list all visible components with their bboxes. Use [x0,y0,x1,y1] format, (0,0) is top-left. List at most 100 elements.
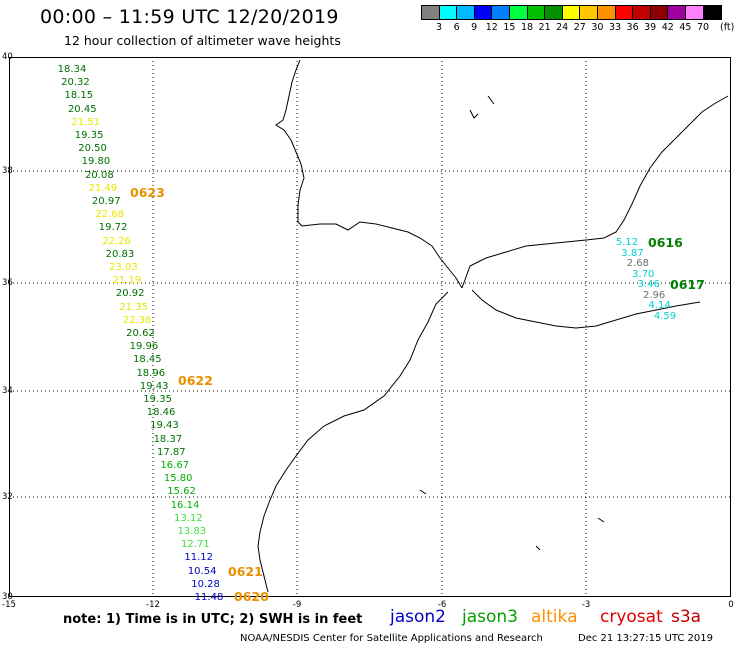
wave-height-label: 4.59 [653,311,677,322]
pass-time-label: 0620 [234,589,269,604]
legend-tick-label: 39 [644,22,657,33]
legend-tick-label: 70 [696,22,710,33]
legend-tick-label: 3 [435,22,443,33]
pass-time-label: 0621 [228,564,263,579]
legend-swatch [457,6,475,19]
wave-height-label: 10.28 [191,578,220,590]
wave-height-label: 15.80 [163,473,193,485]
legend-swatch [597,6,616,19]
lon-tick-label: 0 [728,600,734,610]
wave-height-label: 19.35 [143,394,172,405]
satellite-name: jason3 [462,607,518,627]
legend-swatch [650,6,669,19]
wave-height-label: 19.43 [150,420,179,432]
legend-swatch [615,6,634,19]
wave-height-label: 12.71 [180,539,210,551]
wave-height-label: 19.96 [129,341,159,353]
legend-tick-label: 24 [556,22,569,33]
wave-height-label: 18.45 [133,354,162,366]
coast-portugal [275,59,305,227]
wave-height-label: 11.48 [194,592,224,603]
lat-tick-label: 36 [2,278,13,288]
wave-height-label: 15.62 [167,486,196,498]
wave-height-label: 21.35 [119,301,148,313]
wave-height-label: 20.08 [85,169,114,181]
coastline [257,59,729,593]
island-3 [419,489,427,495]
coast-africa-north [471,289,701,329]
wave-height-label: 20.50 [78,143,107,155]
legend-swatch [580,6,598,19]
wave-height-label: 18.15 [64,90,94,102]
legend-swatch [422,6,440,19]
wave-height-label: 19.72 [98,222,128,234]
wave-height-label: 23.03 [109,262,138,273]
legend-tick-label: 45 [679,22,692,33]
wave-height-label: 16.14 [170,499,200,511]
lon-tick-label: -3 [581,600,591,610]
legend-swatch [545,6,563,19]
coast-iberia-south [301,221,463,289]
legend-swatch [703,6,722,19]
legend-tick-label: 42 [661,22,674,33]
legend-tick-label: 15 [503,22,516,33]
legend-swatch [527,6,546,19]
lon-tick-label: -15 [2,600,16,610]
legend-swatch [562,6,581,19]
legend-tick-label: 33 [608,22,622,33]
wave-height-label: 20.97 [91,196,121,207]
wave-height-label: 13.12 [174,512,203,524]
pass-time-label: 0617 [670,277,705,292]
legend-swatch [474,6,493,19]
wave-height-label: 18.34 [57,64,87,75]
legend-swatch [685,6,704,19]
lat-tick-label: 32 [2,492,13,502]
lat-tick-label: 34 [2,386,13,396]
page-subtitle: 12 hour collection of altimeter wave hei… [64,33,341,48]
lat-tick-label: 30 [2,592,13,602]
wave-height-label: 3.70 [632,268,655,280]
wave-height-label: 19.35 [74,130,104,141]
island-5 [535,545,541,551]
pass-time-label: 0622 [178,373,213,388]
wave-height-label: 20.45 [67,103,97,115]
wave-height-label: 3.46 [637,279,660,291]
coast-africa [257,291,449,593]
wave-height-label: 21.19 [112,275,142,287]
wave-height-label: 10.54 [187,565,217,577]
wave-height-label: 13.83 [177,526,207,537]
island-2 [487,95,495,105]
wave-height-label: 18.96 [136,367,166,379]
wave-height-label: 22.68 [95,209,124,221]
wave-height-label: 3.87 [621,247,644,259]
wave-height-label: 20.62 [126,328,155,339]
legend-unit: (ft) [720,22,735,33]
legend-swatch [668,6,686,19]
wave-height-label: 18.37 [153,433,183,445]
map-grid [9,57,731,597]
lat-tick-label: 38 [2,166,13,176]
pass-time-label: 0616 [648,235,683,250]
wave-height-label: 2.96 [643,289,666,301]
legend-tick-label: 21 [538,22,551,33]
map-frame [9,57,731,597]
wave-height-label: 19.43 [139,380,169,392]
island-4 [597,517,605,523]
satellite-name: cryosat [600,607,663,627]
wave-height-label: 2.68 [626,258,649,270]
credit-line: NOAA/NESDIS Center for Satellite Applica… [240,633,543,644]
lon-tick-label: -12 [146,600,160,610]
pass-time-label: 0623 [130,185,165,200]
wave-height-label: 5.12 [615,237,639,248]
satellite-name: altika [531,607,578,627]
island-1 [469,109,479,119]
page-title: 00:00 – 11:59 UTC 12/20/2019 [40,6,339,28]
wave-height-label: 19.80 [81,156,111,168]
wave-height-label: 16.67 [160,460,190,471]
legend-swatch [439,6,458,19]
satellite-name: s3a [671,607,702,627]
lon-tick-label: -9 [292,600,302,610]
color-legend [421,5,723,20]
coast-iberia-east [461,95,729,289]
